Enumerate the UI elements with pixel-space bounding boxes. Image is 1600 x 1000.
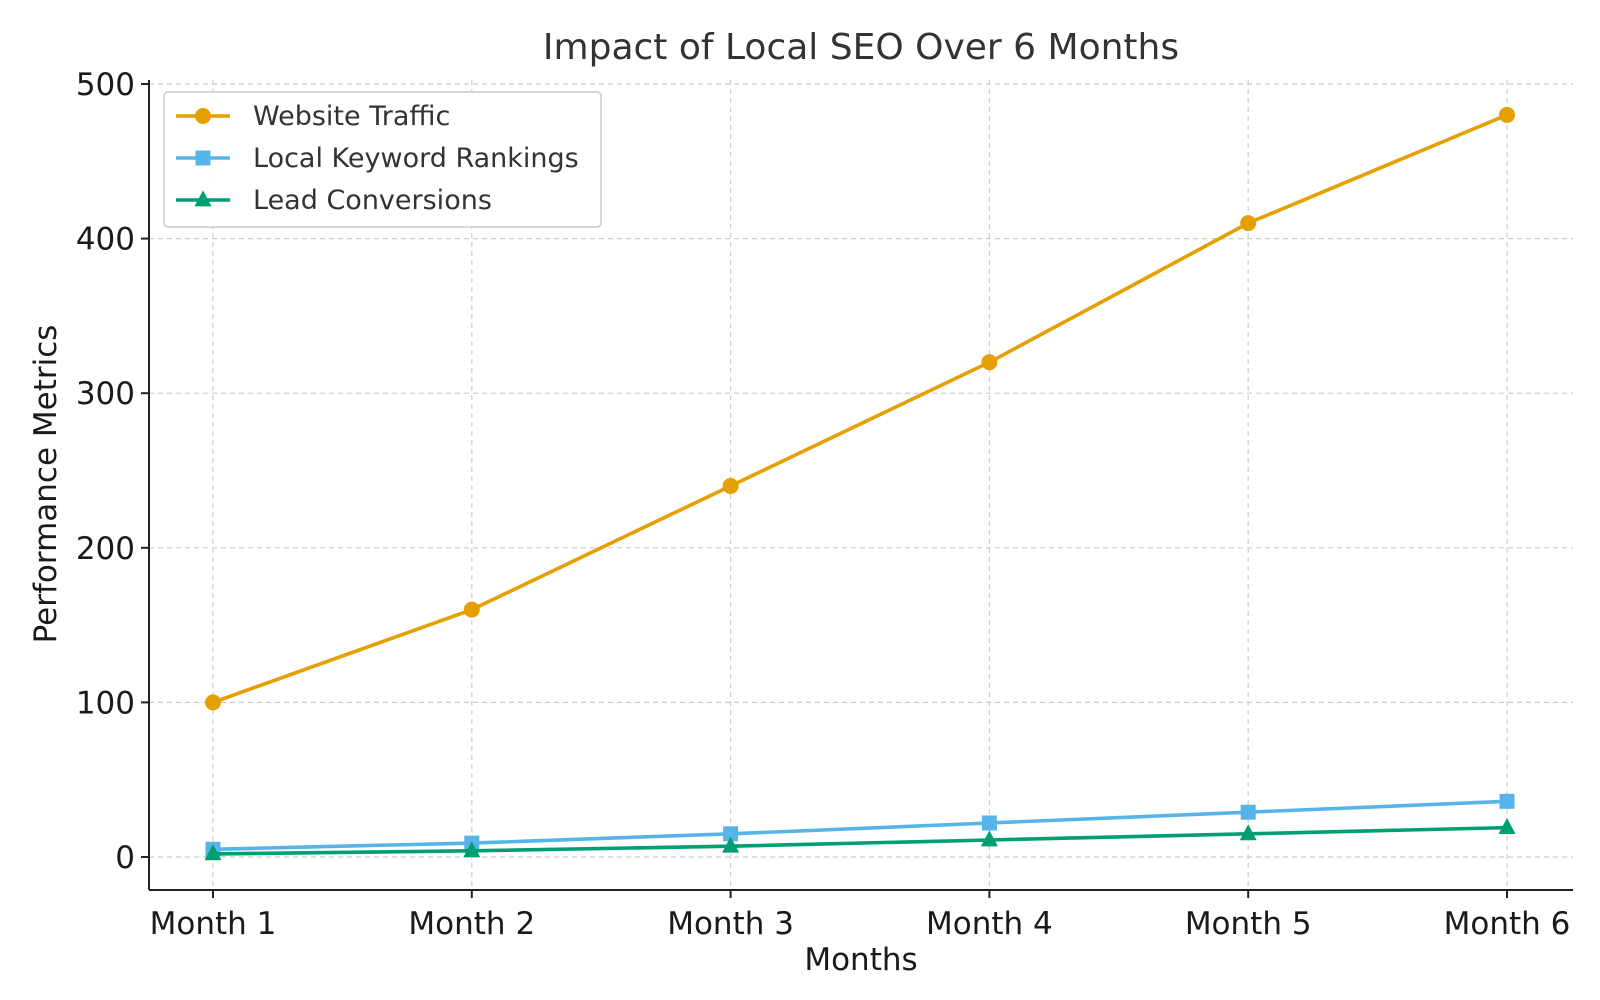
data-point-website-traffic [981, 354, 998, 371]
x-tick-label: Month 4 [926, 906, 1053, 942]
y-tick-label: 100 [76, 685, 135, 721]
series-line-website-traffic [212, 113, 1508, 705]
data-point-lead-conversions [204, 844, 222, 861]
data-point-lead-conversions [463, 841, 481, 858]
y-tick-label: 300 [76, 376, 135, 412]
legend-marker-website-traffic [195, 108, 211, 124]
data-point-lead-conversions [980, 830, 998, 847]
legend-label-lead-conversions: Lead Conversions [253, 185, 492, 216]
legend: Website Traffic Local Keyword Rankings Lea… [163, 91, 602, 228]
data-point-lead-conversions [722, 836, 740, 853]
data-point-lead-conversions [1239, 824, 1257, 841]
y-tick-label: 200 [76, 531, 135, 567]
data-point-website-traffic [722, 477, 739, 494]
axes [141, 80, 1573, 898]
y-tick-label: 500 [76, 67, 135, 103]
legend-box [163, 91, 602, 228]
data-point-local-keyword-rankings [723, 826, 739, 842]
x-axis-label: Months [804, 942, 917, 978]
x-tick-label: Month 5 [1185, 906, 1312, 942]
y-axis-label: Performance Metrics [28, 325, 64, 644]
x-tick-label: Month 6 [1444, 906, 1571, 942]
x-tick-label: Month 3 [667, 906, 794, 942]
x-tick-label: Month 1 [150, 906, 277, 942]
data-point-local-keyword-rankings [1240, 804, 1256, 820]
legend-marker-lead-conversions [194, 190, 212, 207]
series-website-traffic [205, 106, 1515, 711]
data-point-website-traffic [1240, 215, 1257, 232]
data-point-website-traffic [1499, 106, 1515, 123]
legend-label-local-keyword-rankings: Local Keyword Rankings [253, 143, 579, 174]
tick-labels: 0 100 200 300 400 500 Month 1 Month 2 Month 3 Mon… [76, 67, 1571, 942]
legend-label-website-traffic: Website Traffic [253, 101, 450, 132]
series-lead-conversions [204, 818, 1516, 861]
data-point-local-keyword-rankings [981, 815, 997, 831]
data-point-local-keyword-rankings [1499, 793, 1515, 809]
series-line-lead-conversions [212, 825, 1508, 856]
data-point-lead-conversions [1498, 818, 1516, 835]
legend-marker-local-keyword-rankings [195, 150, 211, 166]
chart-title: Impact of Local SEO Over 6 Months [543, 27, 1179, 68]
series-local-keyword-rankings [205, 793, 1515, 857]
x-tick-label: Month 2 [408, 906, 535, 942]
series-lines [204, 106, 1516, 861]
data-point-website-traffic [463, 601, 480, 618]
data-point-website-traffic [205, 694, 221, 711]
y-tick-label: 400 [76, 222, 135, 258]
series-line-local-keyword-rankings [212, 799, 1508, 852]
y-tick-label: 0 [115, 840, 135, 876]
